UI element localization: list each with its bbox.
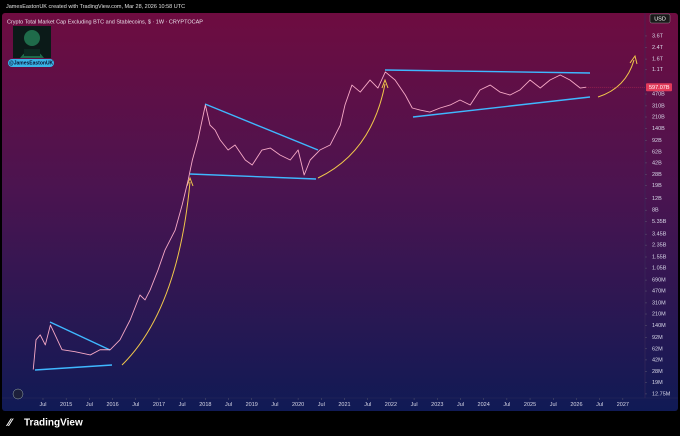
chart-area [2,13,678,411]
x-tick-label: Jul [225,402,232,408]
x-tick-label: Jul [271,402,278,408]
x-tick-label: 2025 [524,402,536,408]
footer [0,411,680,436]
y-tick-label: 12B [652,196,662,202]
chart-title: Crypto Total Market Cap Excluding BTC an… [7,19,203,25]
y-tick-label: 690M [652,278,666,284]
y-tick-label: 3.6T [652,33,664,39]
handle: @JamesEastonUK [9,61,54,67]
x-tick-label: Jul [364,402,371,408]
y-tick-label: 62M [652,346,663,352]
y-tick-label: 470B [652,91,665,97]
x-tick-label: 2015 [60,402,72,408]
y-tick-label: 470M [652,288,666,294]
arrows [121,54,638,366]
y-tick-label: 140M [652,323,666,329]
y-tick-label: 19B [652,183,662,189]
y-tick-label: 5.35B [652,219,667,225]
x-tick-label: Jul [596,402,603,408]
currency: USD [654,16,666,22]
x-tick-label: 2021 [338,402,350,408]
x-tick-label: 2024 [478,402,490,408]
x-tick-label: 2020 [292,402,304,408]
x-tick-label: Jul [457,402,464,408]
x-tick-label: Jul [179,402,186,408]
x-tick-label: Jul [132,402,139,408]
y-tick-label: 42M [652,357,663,363]
y-tick-label: 1.05B [652,266,667,272]
y-tick-label: 210M [652,311,666,317]
y-tick-label: 62B [652,149,662,155]
y-tick-label: 42B [652,160,662,166]
x-tick-label: 2018 [199,402,211,408]
last-price-label: 597.07B [649,85,670,91]
y-tick-label: 12.75M [652,391,671,397]
y-tick-label: 28B [652,172,662,178]
x-tick-label: Jul [503,402,510,408]
y-tick-label: 8B [652,208,659,214]
y-tick-label: 19M [652,380,663,386]
handle-pill [8,59,54,67]
header: JamesEastonUK created with TradingView.c… [6,4,185,10]
x-tick-label: 2017 [153,402,165,408]
brand: TradingView [24,418,83,429]
y-tick-label: 92M [652,335,663,341]
x-tick-label: 2022 [385,402,397,408]
x-tick-label: Jul [411,402,418,408]
x-tick-label: Jul [86,402,93,408]
trendlines [34,69,591,371]
x-tick-label: Jul [318,402,325,408]
last-price-box [646,83,672,92]
y-tick-label: 310M [652,300,666,306]
x-tick-label: 2027 [617,402,629,408]
avatar [13,26,51,58]
y-tick-label: 2.35B [652,243,667,249]
y-tick-label: 310B [652,103,665,109]
tv-icon [12,388,24,400]
y-tick-label: 1.55B [652,254,667,260]
x-tick-label: 2019 [246,402,258,408]
y-tick-label: 92B [652,138,662,144]
y-tick-label: 1.6T [652,57,664,63]
x-tick-label: 2023 [431,402,443,408]
y-tick-label: 140B [652,126,665,132]
y-tick-label: 3.45B [652,232,667,238]
x-tick-label: Jul [550,402,557,408]
price-line [32,71,587,370]
x-tick-label: Jul [39,402,46,408]
y-tick-label: 2.4T [652,45,664,51]
x-tick-label: 2026 [570,402,582,408]
currency-box [649,13,671,24]
y-tick-label: 1.1T [652,67,664,73]
y-tick-label: 210B [652,114,665,120]
brand-mark: ⁄⁄ [5,417,14,429]
y-tick-label: 28M [652,369,663,375]
x-tick-label: 2016 [106,402,118,408]
